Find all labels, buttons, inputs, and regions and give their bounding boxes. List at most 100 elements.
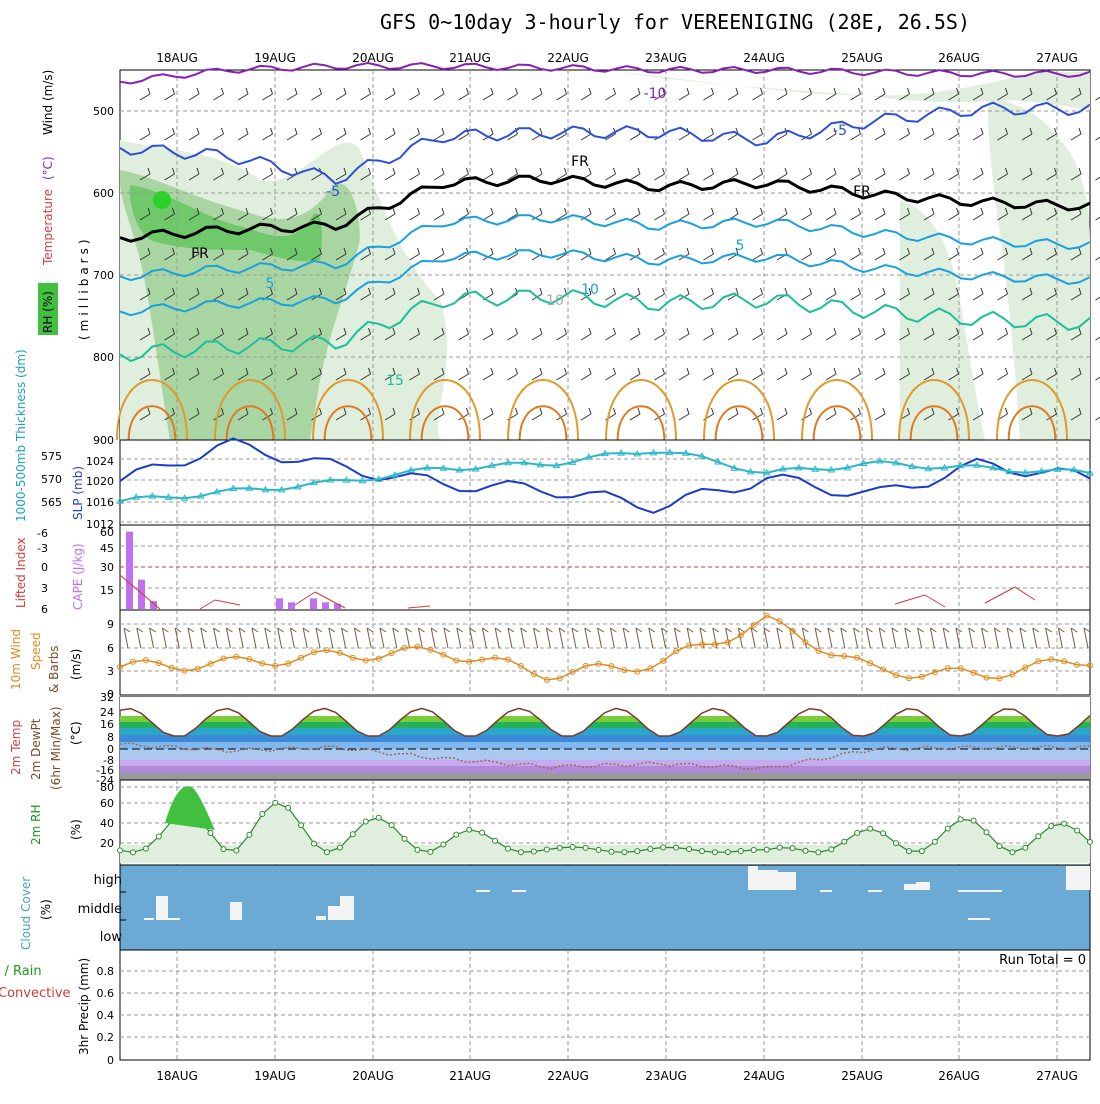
date-label-bottom: 27AUG xyxy=(1036,1069,1078,1083)
upper-wind-barb xyxy=(1096,168,1100,180)
cloud-block xyxy=(340,896,354,920)
rh2m-marker xyxy=(712,850,717,855)
cloud-block xyxy=(968,918,990,920)
rh2m-marker xyxy=(661,845,666,850)
cloud-block xyxy=(820,890,832,892)
rh2m-marker xyxy=(143,846,148,851)
y-tick-label: 60 xyxy=(100,797,114,810)
rh2m-marker xyxy=(312,841,317,846)
isotherm-label: 5 xyxy=(266,276,275,292)
wind10-ylabel-4: (m/s) xyxy=(69,649,83,680)
y-tick-label: 900 xyxy=(93,434,114,447)
rh2m-marker xyxy=(971,818,976,823)
cloud-block xyxy=(916,882,930,890)
rh2m-marker xyxy=(674,845,679,850)
precip-ylabel-3: 3hr Precip (mm) xyxy=(77,958,91,1055)
rh2m-marker xyxy=(454,832,459,837)
upper-ylabel-rh: RH (%) xyxy=(41,291,55,333)
y-tick-label: 0.6 xyxy=(97,987,115,1000)
rh2m-marker xyxy=(725,850,730,855)
date-label-bottom: 21AUG xyxy=(449,1069,491,1083)
rh2m-marker xyxy=(363,819,368,824)
date-label-top: 18AUG xyxy=(156,51,198,65)
upper-wind-barb xyxy=(1096,248,1100,260)
cloud-block xyxy=(512,890,526,892)
isotherm-label: -10 xyxy=(644,86,667,102)
rh2m-marker xyxy=(777,845,782,850)
cloud-frame xyxy=(120,865,1090,950)
rh2m-marker xyxy=(389,823,394,828)
y-tick-label: -6 xyxy=(37,527,48,540)
run-total: Run Total = 0 xyxy=(999,953,1086,968)
rh2m-marker xyxy=(635,849,640,854)
date-label-top: 22AUG xyxy=(547,51,589,65)
cloud-block xyxy=(230,902,242,920)
chart-title: GFS 0~10day 3-hourly for VEREENIGING (28… xyxy=(380,10,1100,34)
cloud-level-label: low xyxy=(100,930,123,945)
cloud-block xyxy=(1066,866,1090,890)
slp-ylabel-slp: SLP (mb) xyxy=(71,466,85,520)
precip-frame xyxy=(120,950,1090,1060)
upper-wind-barb xyxy=(1096,328,1100,340)
rh2m-marker xyxy=(531,849,536,854)
rh2m-marker xyxy=(518,850,523,855)
slp-panel xyxy=(117,438,1093,525)
date-label-top: 26AUG xyxy=(938,51,980,65)
rh2m-marker xyxy=(906,849,911,854)
cloud-block xyxy=(476,890,490,892)
y-tick-label: 600 xyxy=(93,187,114,200)
rh2m-marker xyxy=(544,847,549,852)
precip-ylabel-1: Total / Rain xyxy=(0,964,42,979)
rh2m-marker xyxy=(842,839,847,844)
y-tick-label: 45 xyxy=(100,542,114,555)
cloud-block xyxy=(748,866,758,890)
cloud-block xyxy=(958,890,1002,892)
y-tick-label: 0.2 xyxy=(97,1031,115,1044)
rh2m-marker xyxy=(816,850,821,855)
y-tick-label: 575 xyxy=(41,450,62,463)
rh2m-marker xyxy=(118,848,123,853)
rh2m-marker xyxy=(1036,834,1041,839)
cloud-level-label: middle xyxy=(78,902,122,917)
rh2m-marker xyxy=(764,847,769,852)
cloud-ylabel-2: (%) xyxy=(39,899,53,920)
cloud-block xyxy=(156,896,168,920)
date-label-top: 24AUG xyxy=(743,51,785,65)
rh2m-marker xyxy=(337,845,342,850)
wind10-ylabel-1: 10m Wind xyxy=(9,629,23,690)
date-label-bottom: 20AUG xyxy=(352,1069,394,1083)
isotherm-label: 10 xyxy=(581,282,599,298)
upper-ylabel-temp: Temperature xyxy=(41,189,55,266)
date-label-bottom: 25AUG xyxy=(841,1069,883,1083)
upper-wind-barb xyxy=(1096,288,1100,300)
cloud-block xyxy=(144,918,154,920)
rh2m-marker xyxy=(803,848,808,853)
slp-ylabel-thick: 1000-500mb Thickness (dm) xyxy=(14,349,28,522)
rh2m-marker xyxy=(829,847,834,852)
temp-band xyxy=(120,742,1090,749)
rh2m-marker xyxy=(221,847,226,852)
cloud-block xyxy=(778,872,796,890)
wind10-frame xyxy=(120,610,1090,695)
y-tick-label: -3 xyxy=(37,542,48,555)
y-tick-label: 570 xyxy=(41,473,62,486)
y-tick-label: 20 xyxy=(100,837,114,850)
rh2m-marker xyxy=(350,832,355,837)
y-tick-label: 565 xyxy=(41,496,62,509)
y-tick-label: 15 xyxy=(100,584,114,597)
wind10-ylabel-2: Speed xyxy=(29,632,43,670)
y-tick-label: 1020 xyxy=(86,475,114,488)
rh2m-marker xyxy=(570,845,575,850)
temp-band xyxy=(120,773,1090,780)
rh2m-marker xyxy=(441,842,446,847)
date-label-top: 21AUG xyxy=(449,51,491,65)
rh2m-marker xyxy=(945,826,950,831)
rh2m-marker xyxy=(919,849,924,854)
date-label-bottom: 19AUG xyxy=(254,1069,296,1083)
rh2m-marker xyxy=(751,847,756,852)
rh2m-marker xyxy=(415,847,420,852)
rh2m-marker xyxy=(583,845,588,850)
